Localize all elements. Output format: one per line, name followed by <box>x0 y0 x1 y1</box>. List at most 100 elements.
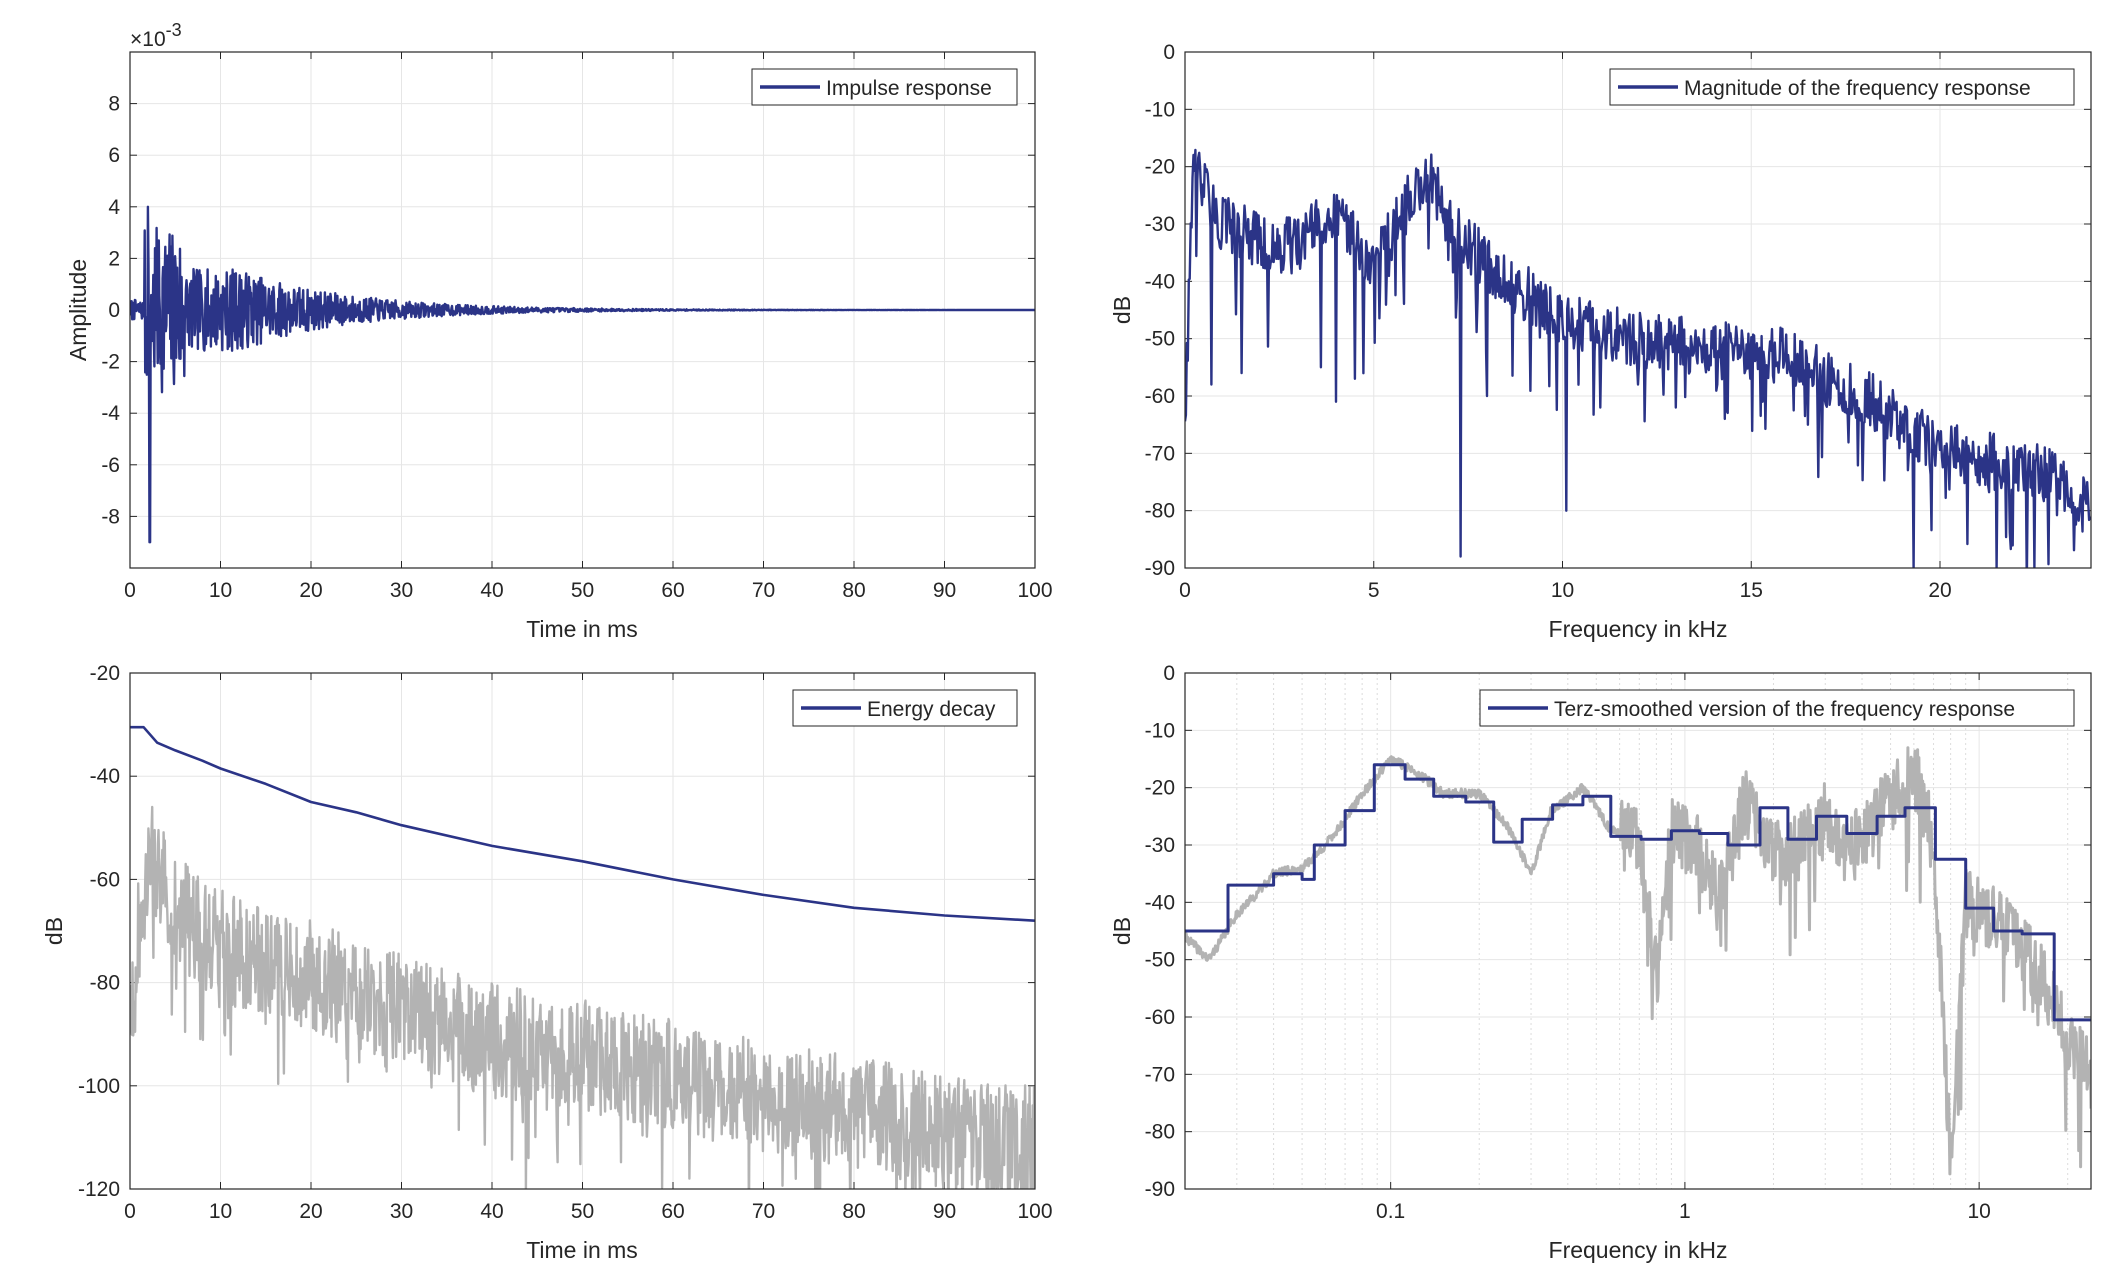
energy-axes-frame <box>129 672 1036 1190</box>
terz-y-tick-label: -90 <box>1145 1178 1175 1201</box>
impulse-y-tick-label: -6 <box>101 454 120 477</box>
terz-y-tick-label: -50 <box>1145 949 1175 972</box>
energy-y-tick-label: -20 <box>90 662 120 685</box>
energy-y-tick-label: -100 <box>78 1075 120 1098</box>
energy-noise-line <box>130 805 1035 1189</box>
impulse-axes-frame <box>129 51 1036 569</box>
terz-y-tick-label: -80 <box>1145 1121 1175 1144</box>
terz-y-tick-label: -20 <box>1145 777 1175 800</box>
impulse-x-tick-label: 20 <box>299 579 322 602</box>
impulse-exponent-base: ×10 <box>130 28 166 51</box>
magnitude-y-tick-label: -20 <box>1145 156 1175 179</box>
energy-x-tick-label: 10 <box>209 1200 232 1223</box>
impulse-chart: 0 10 20 30 40 50 60 70 80 90 100 -8 -6 -4 -2 0 2 4 6 8 Time… <box>65 20 1053 642</box>
magnitude-axes-frame <box>1184 51 2092 569</box>
impulse-x-tick-label: 0 <box>124 579 136 602</box>
energy-plot-area: 0 10 20 30 40 50 60 70 80 90 100 -120 -100 -80 -60 -40 -… <box>78 662 1053 1223</box>
impulse-xlabel: Time in ms <box>526 616 638 642</box>
terz-legend-label: Terz-smoothed version of the frequency r… <box>1554 698 2015 721</box>
magnitude-ylabel: dB <box>1109 296 1135 324</box>
magnitude-y-tick-label: -80 <box>1145 500 1175 523</box>
terz-y-tick-label: -40 <box>1145 891 1175 914</box>
impulse-exponent: ×10-3 <box>130 20 182 51</box>
impulse-legend-label: Impulse response <box>826 77 992 100</box>
impulse-plot-area: 0 10 20 30 40 50 60 70 80 90 100 -8 -6 -4 -2 0 2 4 6 8 <box>101 51 1053 602</box>
terz-x-tick-label: 10 <box>1967 1200 1990 1223</box>
magnitude-legend-label: Magnitude of the frequency response <box>1684 77 2031 100</box>
impulse-x-tick-label: 30 <box>390 579 413 602</box>
magnitude-plot-area: 0 5 10 15 20 -90 -80 -70 -60 -50 -40 -30 -20 -10 0 <box>1145 41 2092 602</box>
terz-x-tick-label: 0.1 <box>1376 1200 1405 1223</box>
energy-x-tick-label: 40 <box>480 1200 503 1223</box>
energy-x-tick-label: 80 <box>842 1200 865 1223</box>
magnitude-y-tick-label: 0 <box>1163 41 1175 64</box>
impulse-x-tick-label: 50 <box>571 579 594 602</box>
magnitude-x-tick-label: 15 <box>1740 579 1763 602</box>
magnitude-xlabel: Frequency in kHz <box>1549 616 1728 642</box>
energy-ylabel: dB <box>41 917 67 945</box>
impulse-x-tick-label: 10 <box>209 579 232 602</box>
terz-axes-frame <box>1184 672 2092 1190</box>
magnitude-y-tick-label: -50 <box>1145 328 1175 351</box>
impulse-y-tick-label: 0 <box>108 299 120 322</box>
impulse-x-tick-label: 40 <box>480 579 503 602</box>
magnitude-legend-box <box>1609 68 2075 106</box>
magnitude-y-tick-label: -60 <box>1145 385 1175 408</box>
magnitude-y-tick-label: -40 <box>1145 270 1175 293</box>
impulse-ylabel: Amplitude <box>65 259 91 361</box>
magnitude-y-tick-label: -10 <box>1145 98 1175 121</box>
terz-y-tick-label: -60 <box>1145 1006 1175 1029</box>
energy-legend: Energy decay <box>792 689 1018 727</box>
terz-legend: Terz-smoothed version of the frequency r… <box>1479 689 2075 727</box>
energy-decay-line <box>130 725 1035 922</box>
magnitude-x-tick-label: 5 <box>1368 579 1380 602</box>
magnitude-legend: Magnitude of the frequency response <box>1609 68 2075 106</box>
impulse-x-tick-label: 80 <box>842 579 865 602</box>
energy-y-tick-label: -80 <box>90 972 120 995</box>
impulse-y-tick-label: -4 <box>101 402 120 425</box>
magnitude-y-tick-label: -70 <box>1145 442 1175 465</box>
energy-x-tick-label: 50 <box>571 1200 594 1223</box>
magnitude-chart: 0 5 10 15 20 -90 -80 -70 -60 -50 -40 -30 -20 -10 0 Fre… <box>1109 41 2092 642</box>
terz-plot-area: 0.1 1 10 -90 -80 -70 -60 -50 -40 -30 -20 -10 0 <box>1145 662 2092 1223</box>
terz-y-tick-label: 0 <box>1163 662 1175 685</box>
impulse-series-line <box>130 205 1035 544</box>
energy-y-tick-label: -40 <box>90 765 120 788</box>
impulse-y-tick-label: -8 <box>101 505 120 528</box>
terz-y-tick-label: -70 <box>1145 1063 1175 1086</box>
energy-xlabel: Time in ms <box>526 1237 638 1263</box>
terz-y-tick-label: -30 <box>1145 834 1175 857</box>
impulse-exponent-power: -3 <box>166 20 182 40</box>
impulse-y-tick-label: 8 <box>108 93 120 116</box>
impulse-x-tick-label: 100 <box>1017 579 1052 602</box>
impulse-y-tick-label: 2 <box>108 247 120 270</box>
impulse-x-tick-label: 70 <box>752 579 775 602</box>
energy-series-group <box>130 725 1035 1189</box>
magnitude-x-tick-label: 10 <box>1551 579 1574 602</box>
terz-x-tick-label: 1 <box>1679 1200 1691 1223</box>
impulse-y-tick-label: 4 <box>108 196 120 219</box>
magnitude-x-tick-label: 20 <box>1928 579 1951 602</box>
magnitude-series-group <box>1185 148 2091 568</box>
impulse-y-tick-label: 6 <box>108 144 120 167</box>
terz-raw-line <box>1185 746 2091 1176</box>
terz-legend-box <box>1479 689 2075 727</box>
energy-legend-label: Energy decay <box>867 698 996 721</box>
magnitude-x-tick-label: 0 <box>1179 579 1191 602</box>
energy-x-tick-label: 20 <box>299 1200 322 1223</box>
impulse-x-tick-label: 90 <box>933 579 956 602</box>
energy-x-tick-label: 70 <box>752 1200 775 1223</box>
impulse-legend: Impulse response <box>751 68 1018 106</box>
impulse-series-group <box>130 205 1035 544</box>
energy-x-tick-label: 0 <box>124 1200 136 1223</box>
terz-ylabel: dB <box>1109 917 1135 945</box>
terz-y-tick-label: -10 <box>1145 719 1175 742</box>
energy-x-tick-label: 30 <box>390 1200 413 1223</box>
terz-xlabel: Frequency in kHz <box>1549 1237 1728 1263</box>
impulse-x-tick-label: 60 <box>661 579 684 602</box>
terz-chart: 0.1 1 10 -90 -80 -70 -60 -50 -40 -30 -20 -10 0 Frequ… <box>1109 662 2092 1263</box>
energy-y-tick-label: -60 <box>90 868 120 891</box>
terz-background <box>1185 673 2091 1189</box>
terz-series-group <box>1185 746 2091 1176</box>
